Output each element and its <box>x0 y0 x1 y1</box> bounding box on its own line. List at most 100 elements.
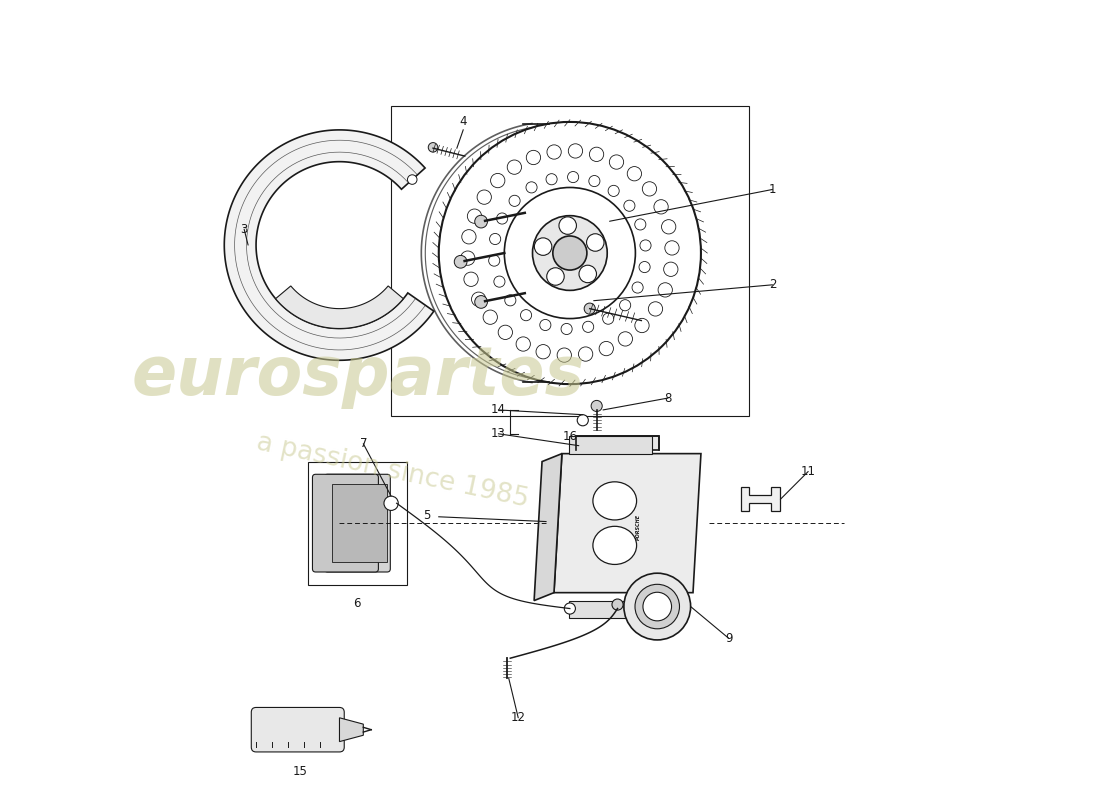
Circle shape <box>600 342 614 356</box>
Circle shape <box>609 155 624 169</box>
Circle shape <box>586 234 604 251</box>
Text: 15: 15 <box>293 765 307 778</box>
Circle shape <box>591 400 602 411</box>
Circle shape <box>505 294 516 306</box>
Circle shape <box>490 234 500 245</box>
Circle shape <box>509 195 520 206</box>
Bar <box>392 106 749 416</box>
Circle shape <box>627 166 641 181</box>
Bar <box>569 601 652 618</box>
Text: 16: 16 <box>562 430 578 443</box>
Polygon shape <box>554 454 701 593</box>
Text: 11: 11 <box>801 465 816 478</box>
Polygon shape <box>535 454 562 601</box>
Bar <box>331 484 387 562</box>
Text: 9: 9 <box>725 632 733 645</box>
Circle shape <box>635 584 680 629</box>
Circle shape <box>568 171 579 182</box>
Circle shape <box>547 145 561 159</box>
Polygon shape <box>340 718 363 742</box>
Text: 6: 6 <box>353 597 361 610</box>
Circle shape <box>428 142 438 152</box>
Circle shape <box>454 255 467 268</box>
Text: 8: 8 <box>664 391 672 405</box>
Circle shape <box>468 209 482 223</box>
Circle shape <box>526 182 537 193</box>
Polygon shape <box>575 436 659 450</box>
Ellipse shape <box>593 482 637 520</box>
Circle shape <box>603 313 614 324</box>
Circle shape <box>664 241 679 255</box>
Circle shape <box>635 219 646 230</box>
Text: 1: 1 <box>769 183 777 196</box>
Circle shape <box>648 302 662 316</box>
Circle shape <box>559 217 576 234</box>
Text: 3: 3 <box>241 222 248 236</box>
FancyBboxPatch shape <box>324 474 390 572</box>
Circle shape <box>540 319 551 330</box>
Circle shape <box>579 347 593 362</box>
Circle shape <box>564 603 575 614</box>
Text: a passion since 1985: a passion since 1985 <box>254 430 531 513</box>
Bar <box>569 436 652 454</box>
Circle shape <box>590 147 604 162</box>
Circle shape <box>477 190 492 204</box>
Circle shape <box>407 174 417 184</box>
Circle shape <box>472 292 486 306</box>
Text: 12: 12 <box>510 711 526 724</box>
Text: 5: 5 <box>424 509 430 522</box>
Circle shape <box>553 236 587 270</box>
Circle shape <box>488 255 499 266</box>
Circle shape <box>535 238 552 255</box>
Circle shape <box>583 322 594 332</box>
Circle shape <box>639 262 650 273</box>
Circle shape <box>498 325 513 339</box>
Circle shape <box>579 266 596 282</box>
Circle shape <box>494 276 505 287</box>
Circle shape <box>507 160 521 174</box>
Text: 4: 4 <box>460 115 467 129</box>
Circle shape <box>624 573 691 640</box>
Ellipse shape <box>593 526 637 565</box>
Circle shape <box>532 216 607 290</box>
Text: 2: 2 <box>769 278 777 291</box>
Circle shape <box>632 282 644 293</box>
Circle shape <box>475 295 487 308</box>
Circle shape <box>483 310 497 324</box>
Circle shape <box>624 200 635 211</box>
Circle shape <box>569 144 583 158</box>
Circle shape <box>516 337 530 351</box>
Circle shape <box>520 310 531 321</box>
Circle shape <box>618 332 632 346</box>
Text: PORSCHE: PORSCHE <box>636 514 641 540</box>
Circle shape <box>635 318 649 333</box>
Circle shape <box>584 303 595 314</box>
Polygon shape <box>740 487 780 511</box>
Circle shape <box>491 174 505 188</box>
Circle shape <box>619 300 630 310</box>
Circle shape <box>653 200 668 214</box>
Circle shape <box>461 251 475 266</box>
Circle shape <box>464 272 478 286</box>
Bar <box>308 462 407 585</box>
Circle shape <box>588 175 600 186</box>
Circle shape <box>661 220 675 234</box>
Circle shape <box>526 150 540 165</box>
Text: eurospartes: eurospartes <box>131 343 584 409</box>
Circle shape <box>640 240 651 251</box>
Circle shape <box>546 174 557 185</box>
Circle shape <box>496 213 508 224</box>
Circle shape <box>557 348 571 362</box>
Polygon shape <box>276 286 404 329</box>
Circle shape <box>642 592 671 621</box>
Text: 7: 7 <box>360 437 367 450</box>
Circle shape <box>561 323 572 334</box>
Polygon shape <box>224 130 433 360</box>
FancyBboxPatch shape <box>312 474 378 572</box>
Circle shape <box>578 414 588 426</box>
Circle shape <box>384 496 398 510</box>
Circle shape <box>608 186 619 197</box>
Circle shape <box>475 215 487 228</box>
Text: 13: 13 <box>491 427 506 440</box>
Circle shape <box>642 182 657 196</box>
